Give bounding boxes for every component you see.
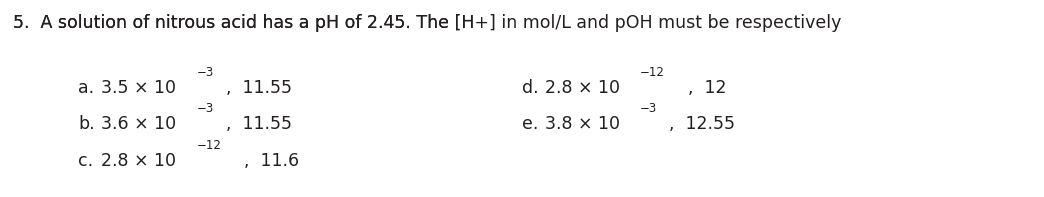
Text: 2.8 × 10: 2.8 × 10: [545, 79, 620, 97]
Text: ,  11.55: , 11.55: [226, 79, 291, 97]
Text: −3: −3: [196, 66, 214, 79]
Text: 5.  A solution of nitrous acid has a pH of 2.45. The [H: 5. A solution of nitrous acid has a pH o…: [13, 14, 474, 32]
Text: −12: −12: [640, 66, 665, 79]
Text: 2.8 × 10: 2.8 × 10: [101, 152, 176, 170]
Text: −3: −3: [196, 102, 214, 115]
Text: 5.  A solution of nitrous acid has a pH of 2.45. The [H+] in mol/L and pOH must : 5. A solution of nitrous acid has a pH o…: [13, 14, 840, 32]
Text: 3.6 × 10: 3.6 × 10: [101, 115, 176, 133]
Text: ,  12: , 12: [688, 79, 727, 97]
Text: ,  12.55: , 12.55: [669, 115, 735, 133]
Text: c.: c.: [78, 152, 93, 170]
Text: e.: e.: [522, 115, 539, 133]
Text: b.: b.: [78, 115, 95, 133]
Text: ,  11.6: , 11.6: [244, 152, 300, 170]
Text: 3.8 × 10: 3.8 × 10: [545, 115, 620, 133]
Text: a.: a.: [78, 79, 94, 97]
Text: ,  11.55: , 11.55: [226, 115, 291, 133]
Text: −3: −3: [640, 102, 658, 115]
Text: 3.5 × 10: 3.5 × 10: [101, 79, 176, 97]
Text: d.: d.: [522, 79, 539, 97]
Text: −12: −12: [196, 139, 221, 152]
